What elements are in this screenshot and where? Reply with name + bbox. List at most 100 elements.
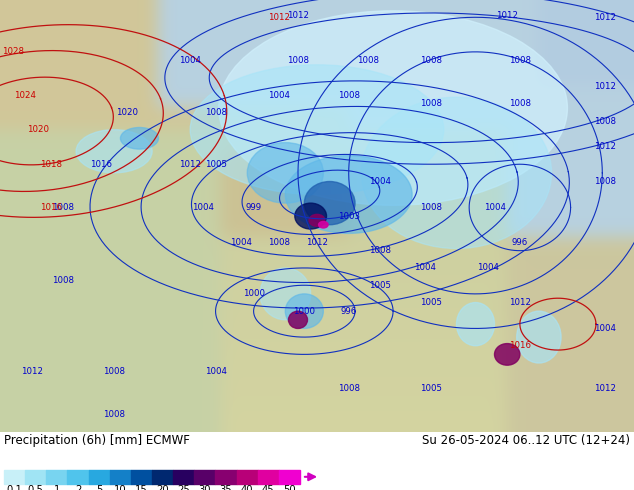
Text: 1008: 1008 [370, 246, 391, 255]
Text: 45: 45 [262, 485, 275, 490]
Text: 1008: 1008 [595, 177, 616, 186]
Ellipse shape [304, 181, 355, 225]
Ellipse shape [76, 130, 152, 173]
Text: 1008: 1008 [103, 367, 125, 376]
Text: 2: 2 [75, 485, 81, 490]
Ellipse shape [319, 221, 328, 228]
Text: 1008: 1008 [420, 56, 442, 65]
Ellipse shape [219, 11, 567, 205]
Text: 1008: 1008 [420, 203, 442, 212]
Text: 1: 1 [54, 485, 60, 490]
Text: 1008: 1008 [268, 238, 290, 246]
Ellipse shape [295, 203, 327, 229]
Text: 1016: 1016 [509, 341, 531, 350]
Bar [257, 470, 279, 484]
Bar [46, 470, 67, 484]
Text: 1005: 1005 [420, 298, 442, 307]
Bar [4, 470, 25, 484]
Text: 1004: 1004 [370, 177, 391, 186]
Text: 1005: 1005 [205, 160, 226, 169]
Ellipse shape [309, 214, 325, 226]
Text: 1016: 1016 [91, 160, 112, 169]
Ellipse shape [456, 302, 495, 346]
Text: 1012: 1012 [21, 367, 42, 376]
Text: 1020: 1020 [27, 125, 49, 134]
Text: 0.1: 0.1 [6, 485, 23, 490]
Text: 1016: 1016 [40, 203, 61, 212]
Ellipse shape [288, 311, 307, 328]
Text: 1008: 1008 [357, 56, 378, 65]
Text: 5: 5 [96, 485, 102, 490]
Text: 1004: 1004 [230, 238, 252, 246]
Bar [194, 470, 216, 484]
Text: 1008: 1008 [420, 99, 442, 108]
Text: 1000: 1000 [294, 307, 315, 316]
Text: 35: 35 [220, 485, 232, 490]
Ellipse shape [361, 97, 552, 248]
Text: 1008: 1008 [287, 56, 309, 65]
Text: 1005: 1005 [370, 281, 391, 290]
Text: 20: 20 [156, 485, 169, 490]
Text: 1000: 1000 [243, 290, 264, 298]
Text: Precipitation (6h) [mm] ECMWF: Precipitation (6h) [mm] ECMWF [4, 434, 190, 447]
Ellipse shape [120, 127, 158, 149]
Ellipse shape [190, 65, 444, 195]
Text: 1024: 1024 [15, 91, 36, 99]
Ellipse shape [285, 156, 412, 233]
Bar [152, 470, 173, 484]
Text: 1012: 1012 [595, 385, 616, 393]
Text: 1004: 1004 [477, 264, 499, 272]
Text: 1008: 1008 [53, 203, 74, 212]
Text: 1004: 1004 [205, 367, 226, 376]
Bar [279, 470, 300, 484]
Text: 1008: 1008 [595, 117, 616, 125]
Ellipse shape [260, 268, 311, 320]
Text: 30: 30 [198, 485, 211, 490]
Text: 1008: 1008 [103, 411, 125, 419]
Text: 996: 996 [340, 307, 357, 316]
Bar [216, 470, 236, 484]
Text: 1008: 1008 [53, 276, 74, 285]
Ellipse shape [285, 294, 323, 328]
Text: 1012: 1012 [509, 298, 531, 307]
Ellipse shape [247, 143, 323, 203]
Bar [67, 470, 89, 484]
Text: 1018: 1018 [40, 160, 61, 169]
Bar [131, 470, 152, 484]
Text: 50: 50 [283, 485, 295, 490]
Text: 15: 15 [135, 485, 148, 490]
Text: 1005: 1005 [420, 385, 442, 393]
Text: 1004: 1004 [179, 56, 201, 65]
Text: 1012: 1012 [496, 11, 518, 20]
Text: 1012: 1012 [595, 143, 616, 151]
Bar [89, 470, 110, 484]
Text: 1004: 1004 [484, 203, 505, 212]
Text: 25: 25 [178, 485, 190, 490]
Text: 0.5: 0.5 [28, 485, 44, 490]
Text: 996: 996 [512, 238, 528, 246]
Ellipse shape [495, 343, 520, 365]
Text: 40: 40 [241, 485, 254, 490]
Text: 1008: 1008 [205, 108, 226, 117]
Text: 1004: 1004 [192, 203, 214, 212]
Text: 1008: 1008 [509, 56, 531, 65]
Text: 999: 999 [245, 203, 262, 212]
Text: 1012: 1012 [268, 13, 290, 22]
Text: 1012: 1012 [306, 238, 328, 246]
Bar [236, 470, 257, 484]
Text: 1003: 1003 [338, 212, 359, 220]
Text: 1020: 1020 [116, 108, 138, 117]
Text: 1028: 1028 [2, 48, 23, 56]
Text: 1008: 1008 [338, 385, 359, 393]
Text: 1004: 1004 [595, 324, 616, 333]
Text: 1012: 1012 [595, 13, 616, 22]
Bar [110, 470, 131, 484]
Text: 1004: 1004 [414, 264, 436, 272]
Text: 1008: 1008 [509, 99, 531, 108]
Text: 1008: 1008 [338, 91, 359, 99]
Text: Su 26-05-2024 06..12 UTC (12+24): Su 26-05-2024 06..12 UTC (12+24) [422, 434, 630, 447]
Ellipse shape [517, 311, 561, 363]
Bar [173, 470, 194, 484]
Text: 10: 10 [114, 485, 127, 490]
Text: 1012: 1012 [179, 160, 201, 169]
